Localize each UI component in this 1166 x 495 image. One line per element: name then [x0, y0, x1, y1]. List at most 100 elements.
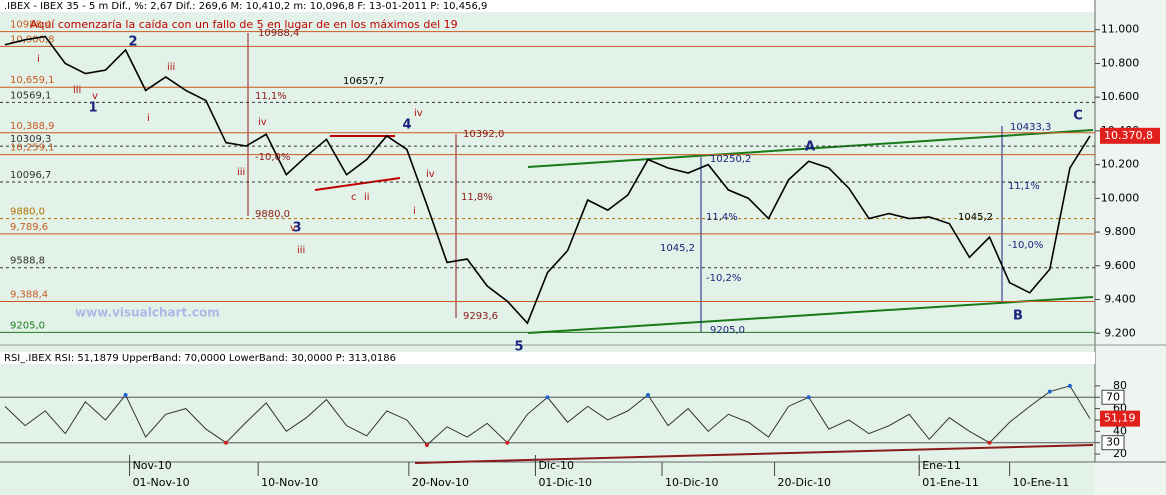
- annotation: A: [805, 140, 815, 155]
- annotation: ii: [364, 192, 370, 203]
- annotation: 3: [292, 221, 301, 236]
- overbought-point: [645, 392, 650, 397]
- annotation: 2: [128, 35, 137, 50]
- subtitle: Aquí comenzaría la caída con un fallo de…: [30, 18, 458, 31]
- y-tick-label: 10.200: [1101, 158, 1140, 171]
- last-value-label: 10.370,8: [1104, 129, 1153, 142]
- annotation: C: [1073, 109, 1083, 124]
- rsi-title: RSI_.IBEX RSI: 51,1879 UpperBand: 70,000…: [4, 353, 396, 364]
- rsi-header-bar: [0, 352, 1095, 364]
- level-label: 10,659,1: [10, 75, 55, 86]
- annotation: i: [413, 206, 416, 217]
- annotation: 10250,2: [710, 154, 751, 165]
- annotation: iii: [167, 62, 175, 73]
- chart-title: .IBEX - IBEX 35 - 5 m Dif., %: 2,67 Dif.…: [4, 1, 487, 12]
- annotation: iii: [297, 245, 305, 256]
- annotation: 10657,7: [343, 76, 384, 87]
- annotation: 10392,0: [463, 129, 504, 140]
- y-tick-label: 9.400: [1104, 293, 1136, 306]
- overbought-point: [1047, 389, 1052, 394]
- level-label: 9588,8: [10, 256, 45, 267]
- level-label: 9880,0: [10, 207, 45, 218]
- annotation: -10,0%: [255, 152, 290, 163]
- annotation: 9293,6: [463, 311, 498, 322]
- trendline: [527, 296, 1094, 334]
- x-tick-label: 10-Nov-10: [261, 476, 318, 489]
- annotation: i: [147, 113, 150, 124]
- x-tick-label: 01-Ene-11: [922, 476, 979, 489]
- x-tick-label: 01-Dic-10: [538, 476, 592, 489]
- level-label: 10096,7: [10, 170, 51, 181]
- annotation: 11,4%: [706, 212, 738, 223]
- annotation: i: [37, 54, 40, 65]
- last-value-box: [1100, 127, 1160, 144]
- header-bar: [0, 0, 1095, 12]
- level-label: 9,789,6: [10, 222, 48, 233]
- annotation: 10433,3: [1010, 122, 1051, 133]
- annotation: v: [290, 223, 296, 234]
- annotation: -10,0%: [1008, 240, 1043, 251]
- annotation: 5: [514, 340, 523, 355]
- x-tick-label: 20-Nov-10: [412, 476, 469, 489]
- overbought-point: [806, 395, 811, 400]
- annotation: iii: [73, 85, 81, 96]
- y-tick-label: 9.800: [1104, 225, 1136, 238]
- y-tick-label: 30: [1106, 436, 1120, 449]
- overbought-point: [123, 392, 128, 397]
- level-label: 10569,1: [10, 90, 51, 101]
- level-label: 10,388,9: [10, 121, 55, 132]
- level-label: 9205,0: [10, 320, 45, 331]
- annotation: c: [351, 192, 357, 203]
- annotation: iii: [237, 167, 245, 178]
- annotation: v: [92, 91, 98, 102]
- y-tick-label: 80: [1113, 379, 1127, 392]
- level-label: 10,259,1: [10, 143, 55, 154]
- level-label: 9,388,4: [10, 289, 48, 300]
- annotation: 11,1%: [1008, 181, 1040, 192]
- annotation: 10988,4: [258, 28, 299, 39]
- level-label: 10988,4: [10, 20, 51, 31]
- oversold-point: [987, 440, 992, 445]
- last-value-label: 51,19: [1104, 412, 1136, 425]
- level-label: 10309,3: [10, 134, 51, 145]
- annotation: 1045,2: [958, 212, 993, 223]
- annotation: 9205,0: [710, 325, 745, 336]
- oversold-point: [505, 440, 510, 445]
- annotation: 4: [402, 118, 411, 133]
- month-label: Ene-11: [922, 459, 961, 472]
- y-tick-label: 11.000: [1101, 23, 1140, 36]
- x-tick-label: 20-Dic-10: [778, 476, 832, 489]
- x-tick-label: 10-Dic-10: [665, 476, 719, 489]
- x-tick-label: 10-Ene-11: [1013, 476, 1070, 489]
- annotation: 9880,0: [255, 209, 290, 220]
- y-tick-label: 10.000: [1101, 191, 1140, 204]
- watermark: www.visualchart.com: [75, 306, 220, 320]
- annotation: -10,2%: [706, 273, 741, 284]
- y-tick-label: 9.600: [1104, 259, 1136, 272]
- y-tick-label: 70: [1106, 390, 1120, 403]
- annotation: 1: [88, 101, 97, 116]
- level-label: 10,900,8: [10, 34, 55, 45]
- month-label: Nov-10: [133, 459, 172, 472]
- annotation: iv: [414, 108, 423, 119]
- annotation: B: [1013, 309, 1023, 324]
- y-tick-label: 20: [1113, 447, 1127, 460]
- price-line: [4, 35, 1091, 325]
- overbought-point: [1067, 383, 1072, 388]
- oversold-point: [424, 442, 429, 447]
- month-label: Dic-10: [538, 459, 574, 472]
- annotation: 11,8%: [461, 192, 493, 203]
- drawings: [247, 33, 1094, 464]
- trendline: [314, 177, 401, 191]
- y-tick-label: 10.800: [1101, 56, 1140, 69]
- rsi-trendline: [414, 444, 1094, 464]
- x-tick-label: 01-Nov-10: [133, 476, 190, 489]
- y-tick-label: 40: [1113, 424, 1127, 437]
- annotation: iv: [426, 169, 435, 180]
- annotation: 11,1%: [255, 91, 287, 102]
- band-tick-box: [1101, 389, 1125, 405]
- band-tick-box: [1101, 435, 1125, 451]
- y-tick-label: 9.200: [1104, 326, 1136, 339]
